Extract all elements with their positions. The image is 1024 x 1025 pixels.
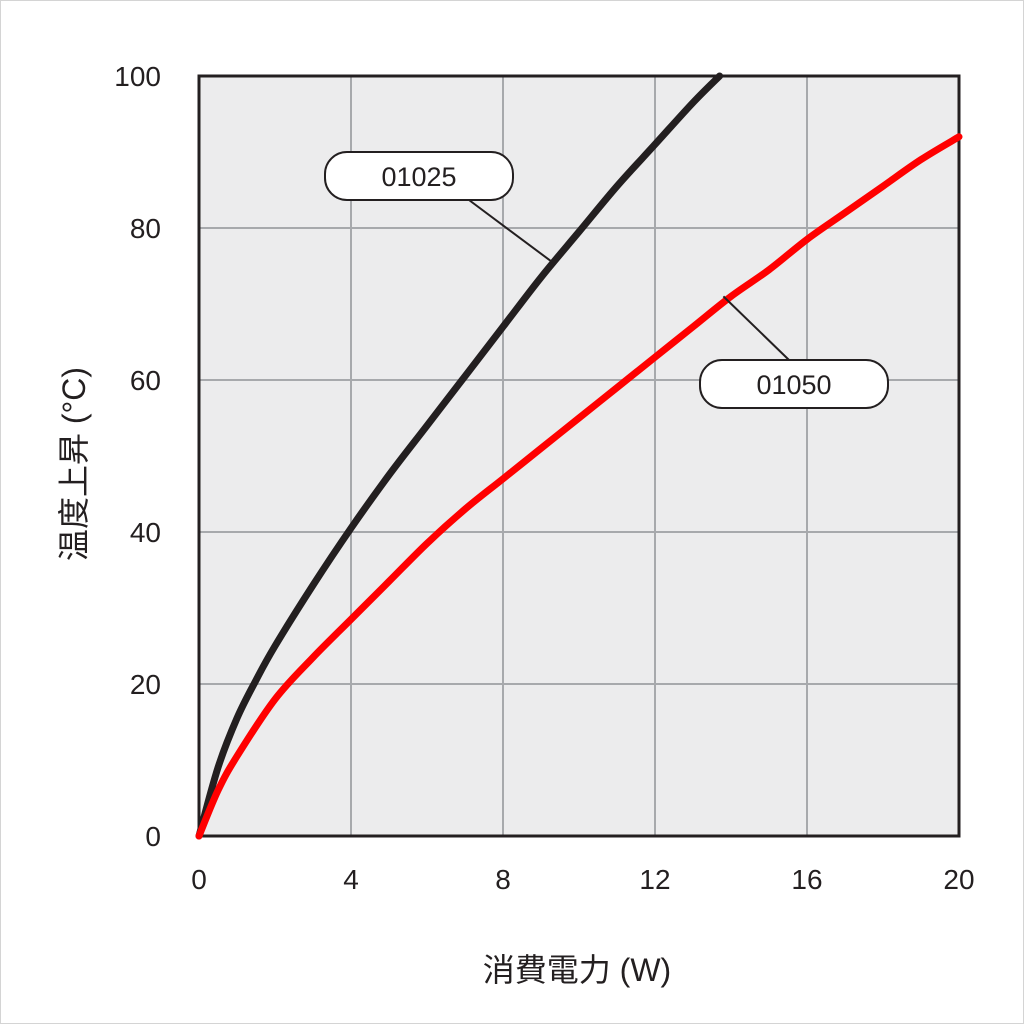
x-tick-label: 12 — [639, 864, 670, 895]
series-line-01025 — [195, 72, 724, 840]
y-tick-label: 40 — [130, 517, 161, 548]
callout-leader-01025 — [468, 199, 553, 264]
tick-labels: 0 4 8 12 16 20 0 20 40 60 80 100 — [114, 61, 974, 895]
x-tick-label: 0 — [191, 864, 207, 895]
callout-label-01025: 01025 — [381, 162, 456, 192]
y-tick-label: 0 — [145, 821, 161, 852]
callout-leader-01050 — [722, 295, 790, 361]
callout-layer: 01025 01050 — [324, 151, 889, 409]
series-layer — [195, 72, 963, 840]
x-tick-label: 8 — [495, 864, 511, 895]
callout-box-01050 — [699, 359, 889, 409]
y-tick-label: 20 — [130, 669, 161, 700]
plot-area — [199, 76, 959, 836]
y-tick-label: 80 — [130, 213, 161, 244]
y-axis-title: 温度上昇 (°C) — [56, 367, 92, 561]
x-axis-title: 消費電力 (W) — [483, 952, 671, 988]
x-tick-label: 20 — [943, 864, 974, 895]
callout-label-01050: 01050 — [756, 370, 831, 400]
y-tick-label: 60 — [130, 365, 161, 396]
series-line-01050 — [195, 133, 963, 840]
x-tick-label: 16 — [791, 864, 822, 895]
x-tick-label: 4 — [343, 864, 359, 895]
y-tick-label: 100 — [114, 61, 161, 92]
grid — [199, 76, 959, 836]
plot-border — [197, 74, 961, 838]
callout-box-01025 — [324, 151, 514, 201]
